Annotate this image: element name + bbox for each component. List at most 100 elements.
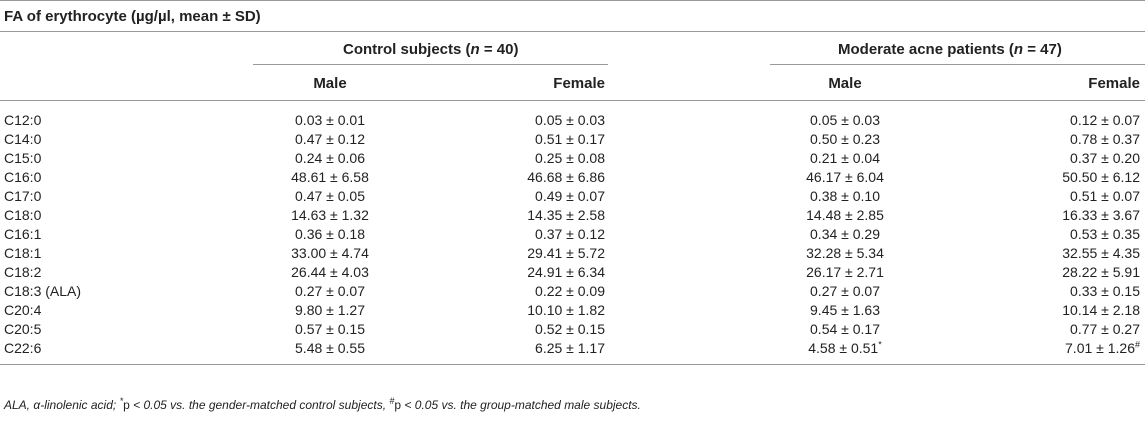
control-female-value: 46.68 ± 6.86 — [527, 169, 605, 185]
subheader-control-female: Female — [553, 75, 605, 92]
control-female-value: 29.41 ± 5.72 — [527, 245, 605, 261]
acne-group-header: Moderate acne patients (n = 47) — [838, 40, 1062, 60]
fa-name: C14:0 — [4, 131, 42, 147]
fa-name: C17:0 — [4, 188, 42, 204]
table-row: C18:0 14.63 ± 1.32 14.35 ± 2.58 14.48 ± … — [0, 206, 1145, 225]
bottom-rule — [0, 364, 1145, 365]
control-male-value: 0.24 ± 0.06 — [295, 150, 365, 166]
acne-female-value: 32.55 ± 4.35 — [1062, 245, 1140, 261]
acne-male-value: 26.17 ± 2.71 — [806, 264, 884, 280]
fa-name: C16:1 — [4, 226, 42, 242]
acne-male-value: 0.05 ± 0.03 — [810, 112, 880, 128]
acne-female-value: 50.50 ± 6.12 — [1062, 169, 1140, 185]
acne-n-value: = 47) — [1023, 41, 1062, 58]
significance-mark: # — [1134, 339, 1140, 350]
acne-male-value: 0.38 ± 0.10 — [810, 188, 880, 204]
table-row: C17:0 0.47 ± 0.05 0.49 ± 0.07 0.38 ± 0.1… — [0, 187, 1145, 206]
table-row: C18:3 (ALA) 0.27 ± 0.07 0.22 ± 0.09 0.27… — [0, 282, 1145, 301]
control-male-value: 0.47 ± 0.12 — [295, 131, 365, 147]
table-row: C22:6 5.48 ± 0.55 6.25 ± 1.17 4.58 ± 0.5… — [0, 339, 1145, 358]
acne-male-value: 0.54 ± 0.17 — [810, 321, 880, 337]
control-male-value: 33.00 ± 4.74 — [291, 245, 369, 261]
table-row: C14:0 0.47 ± 0.12 0.51 ± 0.17 0.50 ± 0.2… — [0, 130, 1145, 149]
acne-male-value: 14.48 ± 2.85 — [806, 207, 884, 223]
acne-female-value: 16.33 ± 3.67 — [1062, 207, 1140, 223]
acne-male-value: 32.28 ± 5.34 — [806, 245, 884, 261]
fa-name: C18:0 — [4, 207, 42, 223]
fa-name: C18:2 — [4, 264, 42, 280]
control-female-value: 0.22 ± 0.09 — [535, 283, 605, 299]
table-row: C20:5 0.57 ± 0.15 0.52 ± 0.15 0.54 ± 0.1… — [0, 320, 1145, 339]
fa-name: C16:0 — [4, 169, 42, 185]
acne-n-letter: n — [1013, 41, 1024, 58]
table-row: C16:0 48.61 ± 6.58 46.68 ± 6.86 46.17 ± … — [0, 168, 1145, 187]
acne-female-value: 0.51 ± 0.07 — [1070, 188, 1140, 204]
subheader-acne-female: Female — [1088, 75, 1140, 92]
table-row: C12:0 0.03 ± 0.01 0.05 ± 0.03 0.05 ± 0.0… — [0, 111, 1145, 130]
fa-name: C18:3 (ALA) — [4, 283, 82, 299]
control-group-label: Control subjects ( — [343, 41, 471, 58]
control-group-rule — [253, 64, 608, 65]
control-group-header: Control subjects (n = 40) — [343, 40, 518, 60]
fa-name: C12:0 — [4, 112, 42, 128]
fa-name: C15:0 — [4, 150, 42, 166]
subheader-row: Male Female Male Female — [0, 74, 1145, 93]
acne-male-value: 0.27 ± 0.07 — [810, 283, 880, 299]
control-male-value: 5.48 ± 0.55 — [295, 340, 365, 356]
control-male-value: 0.36 ± 0.18 — [295, 226, 365, 242]
top-rule — [0, 0, 1145, 1]
table-row: C18:2 26.44 ± 4.03 24.91 ± 6.34 26.17 ± … — [0, 263, 1145, 282]
acne-female-value: 0.33 ± 0.15 — [1070, 283, 1140, 299]
table-row: C18:1 33.00 ± 4.74 29.41 ± 5.72 32.28 ± … — [0, 244, 1145, 263]
significance-mark: * — [878, 339, 882, 350]
control-male-value: 0.27 ± 0.07 — [295, 283, 365, 299]
table-footnote: ALA, α-linolenic acid; *p < 0.05 vs. the… — [4, 396, 641, 412]
title-rule — [0, 31, 1145, 32]
acne-male-value: 46.17 ± 6.04 — [806, 169, 884, 185]
acne-female-value: 0.77 ± 0.27 — [1070, 321, 1140, 337]
acne-male-value: 0.50 ± 0.23 — [810, 131, 880, 147]
fa-name: C22:6 — [4, 340, 42, 356]
acne-female-value: 0.12 ± 0.07 — [1070, 112, 1140, 128]
acne-female-value: 28.22 ± 5.91 — [1062, 264, 1140, 280]
control-n-value: = 40) — [479, 41, 519, 58]
control-male-value: 0.57 ± 0.15 — [295, 321, 365, 337]
acne-male-value: 9.45 ± 1.63 — [810, 302, 880, 318]
table-title-text: FA of erythrocyte (µg/µl, mean ± SD) — [4, 8, 261, 25]
subheader-control-male: Male — [313, 75, 347, 92]
table-row: C20:4 9.80 ± 1.27 10.10 ± 1.82 9.45 ± 1.… — [0, 301, 1145, 320]
control-male-value: 14.63 ± 1.32 — [291, 207, 369, 223]
acne-female-value: 0.53 ± 0.35 — [1070, 226, 1140, 242]
control-female-value: 0.51 ± 0.17 — [535, 131, 605, 147]
acne-male-value: 0.34 ± 0.29 — [810, 226, 880, 242]
control-male-value: 48.61 ± 6.58 — [291, 169, 369, 185]
control-female-value: 0.52 ± 0.15 — [535, 321, 605, 337]
header-rule — [0, 100, 1145, 101]
acne-male-value: 4.58 ± 0.51* — [808, 339, 882, 356]
acne-male-value: 0.21 ± 0.04 — [810, 150, 880, 166]
control-female-value: 6.25 ± 1.17 — [535, 340, 605, 356]
control-male-value: 0.03 ± 0.01 — [295, 112, 365, 128]
control-male-value: 26.44 ± 4.03 — [291, 264, 369, 280]
fa-name: C20:4 — [4, 302, 42, 318]
control-female-value: 0.25 ± 0.08 — [535, 150, 605, 166]
acne-female-value: 10.14 ± 2.18 — [1062, 302, 1140, 318]
control-n-letter: n — [470, 41, 480, 58]
control-male-value: 0.47 ± 0.05 — [295, 188, 365, 204]
acne-female-value: 0.78 ± 0.37 — [1070, 131, 1140, 147]
fa-name: C20:5 — [4, 321, 42, 337]
control-female-value: 24.91 ± 6.34 — [527, 264, 605, 280]
control-female-value: 0.49 ± 0.07 — [535, 188, 605, 204]
control-female-value: 10.10 ± 1.82 — [527, 302, 605, 318]
control-female-value: 0.37 ± 0.12 — [535, 226, 605, 242]
table-title: FA of erythrocyte (µg/µl, mean ± SD) — [0, 7, 1145, 26]
control-female-value: 0.05 ± 0.03 — [535, 112, 605, 128]
acne-female-value: 7.01 ± 1.26# — [1065, 339, 1140, 356]
acne-female-value: 0.37 ± 0.20 — [1070, 150, 1140, 166]
acne-group-label: Moderate acne patients ( — [838, 41, 1014, 58]
table-row: C15:0 0.24 ± 0.06 0.25 ± 0.08 0.21 ± 0.0… — [0, 149, 1145, 168]
control-male-value: 9.80 ± 1.27 — [295, 302, 365, 318]
table-row: C16:1 0.36 ± 0.18 0.37 ± 0.12 0.34 ± 0.2… — [0, 225, 1145, 244]
control-female-value: 14.35 ± 2.58 — [527, 207, 605, 223]
